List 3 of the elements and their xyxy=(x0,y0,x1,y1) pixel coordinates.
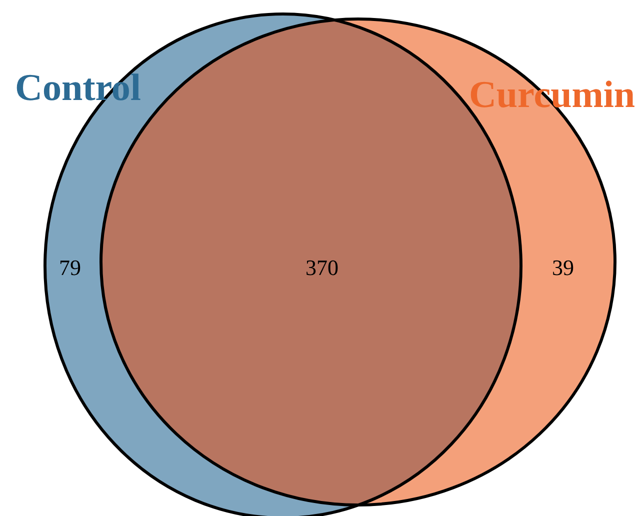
data-label: 39 xyxy=(552,255,574,281)
data-label: 79 xyxy=(59,255,81,281)
data-label: 370 xyxy=(306,255,338,281)
